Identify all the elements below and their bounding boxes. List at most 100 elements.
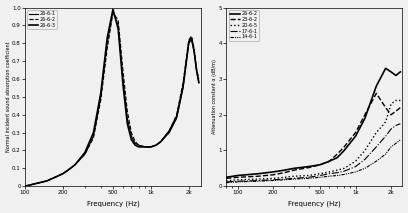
20-6-5 bbox=[291, 175, 296, 177]
26-6-2 bbox=[271, 171, 275, 173]
20-6-5 bbox=[327, 171, 332, 173]
26-6-2 bbox=[327, 160, 332, 163]
14-6-1 bbox=[353, 171, 358, 173]
26-6-1 bbox=[192, 51, 197, 53]
14-6-1 bbox=[224, 181, 229, 184]
Line: 26-6-1: 26-6-1 bbox=[25, 11, 199, 186]
20-6-5 bbox=[306, 174, 311, 177]
20-6-5 bbox=[388, 103, 393, 105]
14-6-1 bbox=[271, 179, 275, 182]
26-6-2 bbox=[282, 169, 287, 171]
26-6-1 bbox=[158, 140, 163, 143]
26-6-1 bbox=[82, 153, 87, 155]
14-6-1 bbox=[256, 180, 261, 183]
26-6-3 bbox=[129, 138, 134, 141]
26-6-1 bbox=[66, 169, 71, 171]
Legend: 26-6-2, 23-6-2, 20-6-5, 17-6-1, 14-6-1: 26-6-2, 23-6-2, 20-6-5, 17-6-1, 14-6-1 bbox=[228, 10, 259, 41]
Line: 14-6-1: 14-6-1 bbox=[226, 140, 400, 183]
26-6-1 bbox=[186, 42, 191, 45]
26-6-1 bbox=[174, 117, 179, 120]
26-6-2 bbox=[383, 67, 388, 70]
26-6-2 bbox=[167, 130, 172, 132]
Legend: 26-6-1, 26-6-2, 26-6-3: 26-6-1, 26-6-2, 26-6-3 bbox=[27, 10, 58, 29]
26-6-1 bbox=[98, 96, 103, 98]
23-6-2 bbox=[327, 160, 332, 163]
26-6-3 bbox=[189, 37, 194, 39]
14-6-1 bbox=[306, 177, 311, 180]
17-6-1 bbox=[341, 170, 346, 173]
Line: 20-6-5: 20-6-5 bbox=[226, 101, 400, 181]
26-6-2 bbox=[189, 35, 194, 37]
26-6-1 bbox=[143, 146, 148, 148]
26-6-2 bbox=[256, 173, 261, 175]
20-6-5 bbox=[335, 169, 340, 171]
26-6-2 bbox=[388, 71, 393, 73]
26-6-3 bbox=[136, 146, 141, 148]
17-6-1 bbox=[224, 181, 229, 183]
26-6-3 bbox=[82, 151, 87, 154]
26-6-3 bbox=[44, 180, 49, 182]
26-6-3 bbox=[120, 83, 125, 86]
20-6-5 bbox=[271, 177, 275, 180]
20-6-5 bbox=[362, 149, 367, 152]
23-6-2 bbox=[224, 177, 229, 180]
26-6-1 bbox=[196, 81, 201, 84]
23-6-2 bbox=[256, 175, 261, 177]
26-6-2 bbox=[44, 180, 49, 182]
14-6-1 bbox=[383, 153, 388, 155]
26-6-2 bbox=[353, 135, 358, 137]
23-6-2 bbox=[291, 169, 296, 171]
17-6-1 bbox=[374, 146, 379, 148]
23-6-2 bbox=[271, 174, 275, 176]
20-6-5 bbox=[398, 99, 403, 102]
26-6-1 bbox=[120, 78, 125, 80]
26-6-2 bbox=[291, 167, 296, 170]
26-6-2 bbox=[154, 144, 159, 146]
26-6-3 bbox=[125, 122, 130, 125]
20-6-5 bbox=[317, 173, 322, 175]
17-6-1 bbox=[393, 124, 398, 127]
23-6-2 bbox=[306, 166, 311, 169]
26-6-2 bbox=[143, 146, 148, 148]
23-6-2 bbox=[282, 171, 287, 174]
Line: 26-6-2: 26-6-2 bbox=[25, 13, 199, 186]
14-6-1 bbox=[335, 174, 340, 177]
26-6-2 bbox=[66, 169, 71, 171]
23-6-2 bbox=[393, 110, 398, 112]
Line: 23-6-2: 23-6-2 bbox=[226, 93, 400, 178]
26-6-2 bbox=[133, 140, 137, 143]
26-6-1 bbox=[136, 144, 141, 146]
23-6-2 bbox=[353, 131, 358, 134]
26-6-3 bbox=[111, 8, 115, 11]
Y-axis label: Attenuation constant α (dB/m): Attenuation constant α (dB/m) bbox=[212, 59, 217, 134]
26-6-2 bbox=[181, 81, 186, 84]
26-6-1 bbox=[194, 69, 199, 71]
26-6-3 bbox=[154, 144, 159, 146]
26-6-1 bbox=[105, 42, 110, 45]
26-6-2 bbox=[149, 146, 153, 148]
26-6-2 bbox=[398, 71, 403, 73]
26-6-2 bbox=[136, 144, 141, 146]
17-6-1 bbox=[388, 128, 393, 130]
26-6-1 bbox=[133, 142, 137, 145]
26-6-3 bbox=[196, 81, 201, 84]
26-6-2 bbox=[362, 117, 367, 120]
26-6-3 bbox=[192, 49, 197, 52]
26-6-2 bbox=[317, 164, 322, 166]
20-6-5 bbox=[383, 121, 388, 123]
17-6-1 bbox=[353, 165, 358, 168]
17-6-1 bbox=[398, 122, 403, 125]
14-6-1 bbox=[282, 178, 287, 181]
26-6-1 bbox=[116, 24, 121, 27]
26-6-2 bbox=[82, 153, 87, 155]
14-6-1 bbox=[362, 167, 367, 170]
26-6-3 bbox=[174, 115, 179, 118]
26-6-3 bbox=[158, 140, 163, 143]
26-6-2 bbox=[60, 173, 65, 175]
20-6-5 bbox=[341, 167, 346, 170]
26-6-1 bbox=[189, 38, 194, 41]
20-6-5 bbox=[282, 176, 287, 178]
14-6-1 bbox=[388, 146, 393, 148]
26-6-3 bbox=[186, 40, 191, 43]
Y-axis label: Normal incident sound absorption coefficient: Normal incident sound absorption coeffic… bbox=[6, 42, 11, 152]
